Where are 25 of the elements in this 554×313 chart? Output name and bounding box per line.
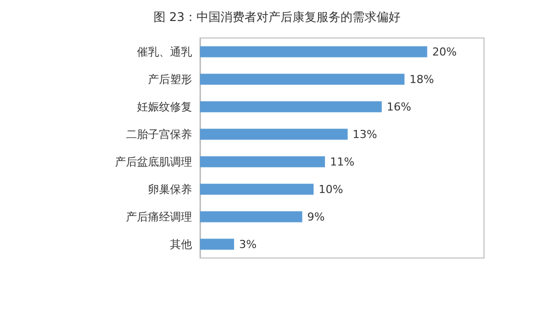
y-tick-label: 产后盆底肌调理 [115,155,192,168]
bar [200,101,382,112]
bar [200,46,428,58]
data-label: 16% [386,100,412,114]
bar [200,184,314,195]
y-tick-label: 催乳、通乳 [137,45,192,58]
chart-title: 图 23：中国消费者对产后康复服务的需求偏好 [153,10,401,24]
bar [200,128,348,140]
data-label: 11% [330,155,354,168]
y-tick-label: 其他 [170,238,192,251]
y-tick-label: 产后塑形 [148,72,192,86]
data-label: 20% [432,45,457,58]
y-tick-label: 卵巢保养 [148,182,192,196]
y-tick-label: 产后痛经调理 [126,210,192,224]
data-label: 13% [352,128,378,141]
data-label: 10% [318,182,344,196]
bar [200,74,404,85]
data-label: 3% [239,238,257,251]
bar [200,238,234,250]
y-tick-label: 二胎子宫保养 [126,128,192,141]
bar [200,211,302,222]
bar [200,156,325,168]
y-tick-label: 妊娠纹修复 [137,100,192,114]
data-label: 18% [409,72,434,86]
data-label: 9% [307,210,325,224]
